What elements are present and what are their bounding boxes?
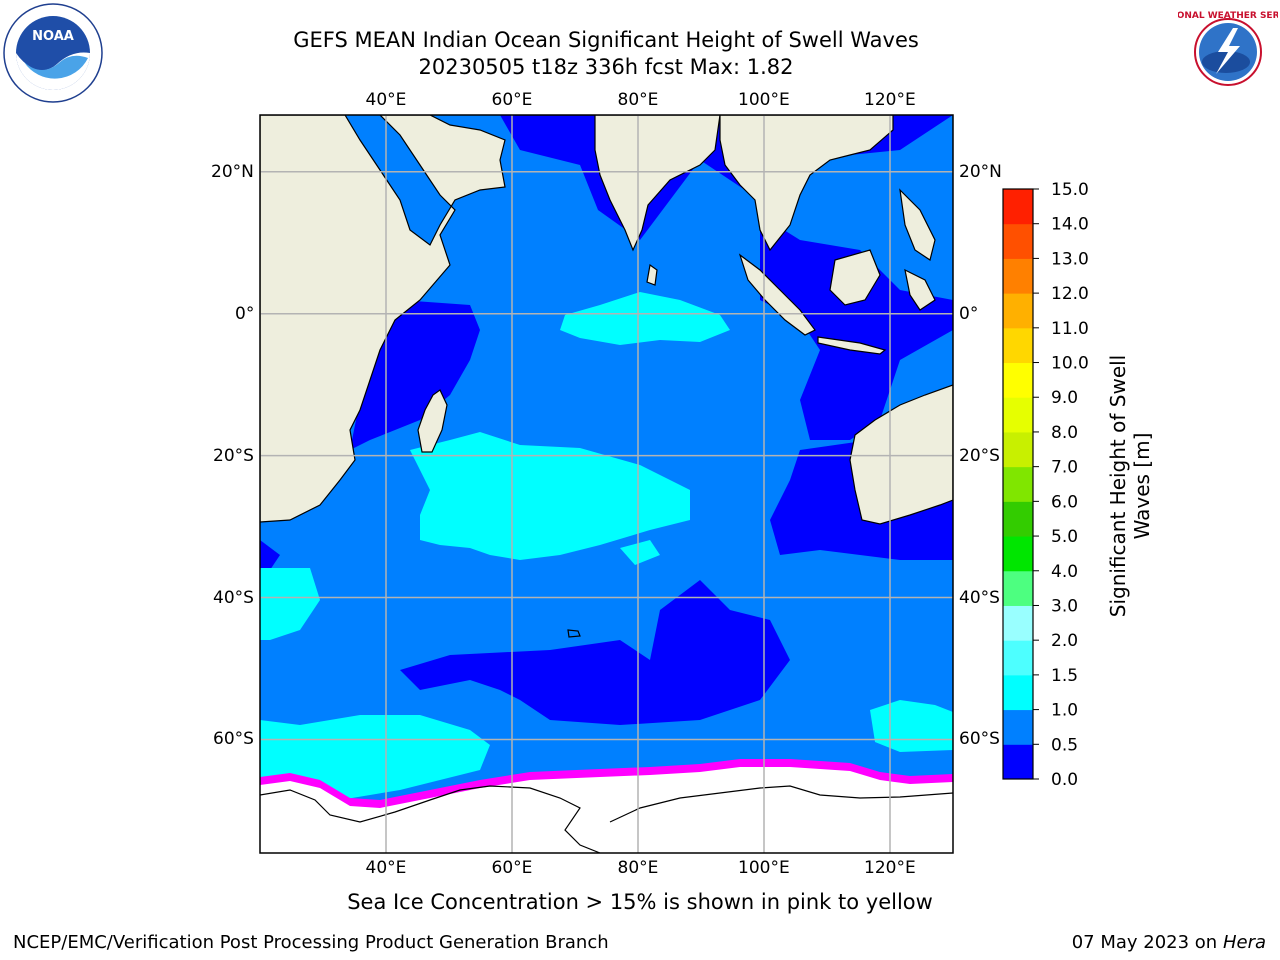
lat-label-right: 20°S — [959, 445, 1000, 466]
lat-label-left: 0° — [235, 303, 255, 324]
colorbar-cell — [1003, 570, 1033, 606]
colorbar-label-line2: Waves [m] — [1130, 432, 1154, 540]
noaa-logo-text: NOAA — [32, 29, 74, 44]
colorbar-ticks: 0.0 0.5 1.0 1.5 2.0 3.0 4.0 5.0 6.0 7.0 8.0 9.0 10.0… — [1033, 180, 1089, 790]
colorbar-tick-label: 13.0 — [1051, 249, 1089, 269]
lon-label-bottom: 100°E — [738, 858, 790, 878]
map-title: GEFS MEAN Indian Ocean Significant Heigh… — [293, 28, 919, 52]
map-frame — [259, 114, 954, 854]
colorbar-cell — [1003, 397, 1033, 433]
colorbar-cell — [1003, 362, 1033, 398]
noaa-logo-icon: NOAA — [3, 3, 103, 103]
sumatra-landmass — [738, 253, 816, 336]
lon-label-top: 40°E — [365, 90, 407, 110]
lat-label-right: 0° — [959, 303, 979, 324]
colorbar-tick-label: 5.0 — [1051, 527, 1078, 547]
sea-ice-region — [260, 759, 953, 853]
borneo-landmass — [829, 249, 881, 306]
lat-label-left: 20°S — [213, 445, 254, 466]
colorbar-cell — [1003, 640, 1033, 676]
colorbar-tick-label: 6.0 — [1051, 492, 1078, 512]
colorbar-cell — [1003, 744, 1033, 780]
sri-lanka-landmass — [646, 263, 658, 286]
colorbar-tick-label: 0.0 — [1051, 770, 1078, 790]
colorbar-tick-label: 9.0 — [1051, 388, 1078, 408]
nws-logo-text: NATIONAL WEATHER SERVICE — [1178, 11, 1278, 21]
colorbar-tick-label: 14.0 — [1051, 215, 1089, 235]
colorbar-tick-label: 4.0 — [1051, 562, 1078, 582]
nws-logo-icon: NATIONAL WEATHER SERVICE — [1178, 4, 1278, 100]
map-gridlines — [260, 115, 953, 853]
lon-label-bottom: 120°E — [864, 858, 916, 878]
colorbar-tick-label: 2.0 — [1051, 631, 1078, 651]
colorbar-tick-label: 1.5 — [1051, 666, 1078, 686]
colorbar-cell — [1003, 605, 1033, 641]
colorbar-frame — [1002, 188, 1034, 780]
colorbar-cells — [1003, 189, 1033, 780]
lat-label-left: 20°N — [211, 161, 254, 182]
antarctica-landmass — [260, 785, 953, 853]
lon-label-top: 60°E — [491, 90, 533, 110]
colorbar-tick-label: 12.0 — [1051, 284, 1089, 304]
colorbar-tick-label: 7.0 — [1051, 458, 1078, 478]
sea-ice-caption: Sea Ice Concentration > 15% is shown in … — [347, 890, 933, 914]
lon-label-bottom: 40°E — [365, 858, 407, 878]
africa-arabia-landmass — [260, 115, 506, 523]
colorbar-cell — [1003, 674, 1033, 711]
footer-branch: NCEP/EMC/Verification Post Processing Pr… — [13, 932, 609, 953]
lon-label-bottom: 80°E — [617, 858, 659, 878]
colorbar-label-line1: Significant Height of Swell — [1106, 354, 1130, 618]
colorbar-cell — [1003, 293, 1033, 329]
kerguelen-island — [567, 629, 581, 638]
lon-label-top: 120°E — [864, 90, 916, 110]
colorbar-cell — [1003, 431, 1033, 468]
lat-label-right: 60°S — [959, 729, 1000, 750]
lat-label-right: 20°N — [959, 161, 1002, 182]
map-subtitle: 20230505 t18z 336h fcst Max: 1.82 — [418, 55, 794, 79]
sulawesi-landmass — [904, 268, 936, 311]
lat-label-left: 40°S — [213, 587, 254, 608]
colorbar-cell — [1003, 501, 1033, 537]
colorbar-tick-label: 1.0 — [1051, 701, 1078, 721]
lat-label-right: 40°S — [959, 587, 1000, 608]
colorbar-tick-label: 0.5 — [1051, 735, 1078, 755]
colorbar-cell — [1003, 258, 1033, 294]
colorbar-cell — [1003, 223, 1033, 259]
footer-date-text: 07 May 2023 on — [1071, 932, 1218, 953]
lon-label-top: 100°E — [738, 90, 790, 110]
indonesia-east-landmass — [899, 188, 936, 261]
java-landmass — [817, 336, 887, 355]
madagascar-landmass — [417, 389, 448, 453]
footer-host: Hera — [1222, 932, 1266, 953]
colorbar-tick-label: 8.0 — [1051, 423, 1078, 443]
colorbar-cell — [1003, 327, 1033, 364]
colorbar-tick-label: 10.0 — [1051, 354, 1089, 374]
colorbar-cell — [1003, 189, 1033, 225]
colorbar-tick-label: 15.0 — [1051, 180, 1089, 200]
lon-label-top: 80°E — [617, 90, 659, 110]
colorbar-tick-label: 11.0 — [1051, 319, 1089, 339]
australia-landmass — [849, 384, 953, 525]
footer-date: 07 May 2023 on Hera — [1072, 932, 1266, 953]
lon-label-bottom: 60°E — [491, 858, 533, 878]
colorbar-cell — [1003, 466, 1033, 502]
lat-label-left: 60°S — [213, 729, 254, 750]
colorbar-cell — [1003, 709, 1033, 745]
colorbar-cell — [1003, 536, 1033, 572]
colorbar-label: Significant Height of Swell Waves [m] — [1106, 355, 1154, 617]
colorbar-tick-label: 3.0 — [1051, 596, 1078, 616]
